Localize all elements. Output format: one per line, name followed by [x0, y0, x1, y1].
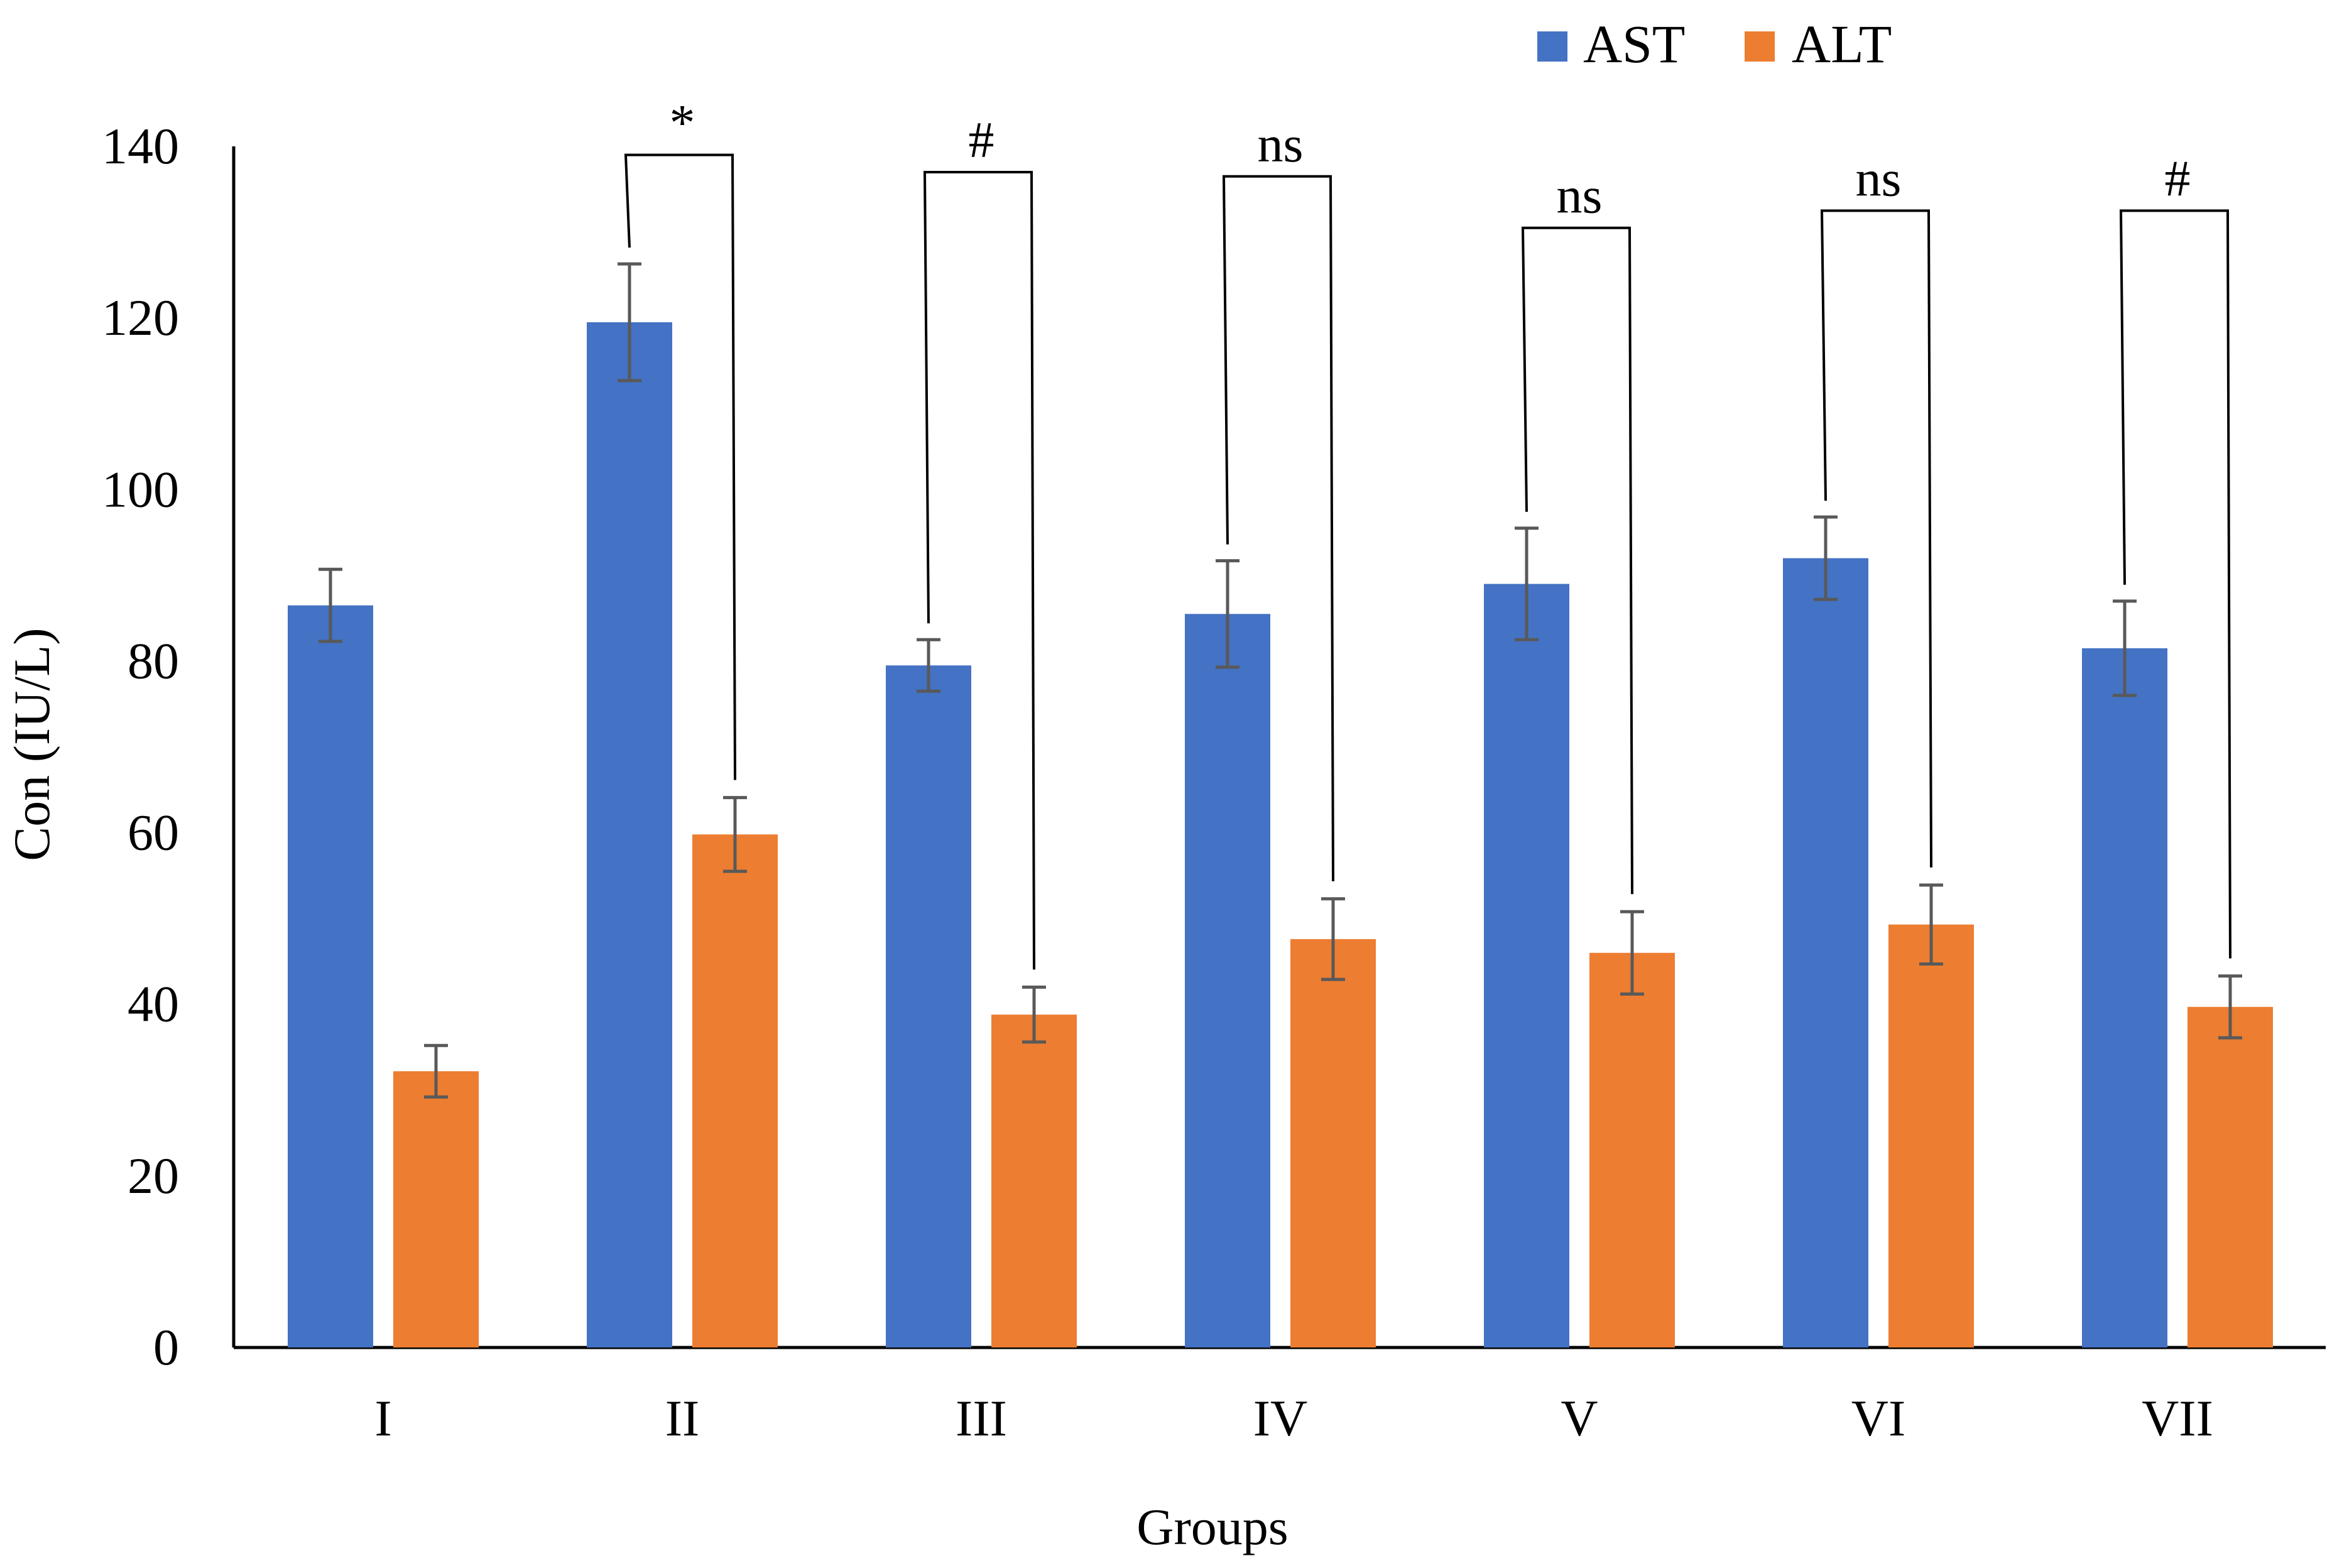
legend-swatch-ast: [1537, 31, 1567, 62]
y-tick-label: 20: [128, 1147, 179, 1204]
significance-bracket-iii: #: [923, 111, 1035, 970]
error-bar-ast-vii: [2113, 599, 2137, 697]
y-tick-label: 60: [128, 804, 179, 861]
bar-ast-i: [288, 605, 373, 1348]
significance-label: ns: [1557, 167, 1603, 224]
bar-alt-ii: [692, 834, 778, 1348]
significance-bracket-ii: *: [624, 94, 736, 780]
y-tick-label: 100: [102, 460, 179, 518]
error-bar-alt-i: [424, 1043, 448, 1099]
x-tick-label: IV: [1253, 1390, 1308, 1447]
significance-bracket-vi: ns: [1820, 150, 1932, 868]
bar-ast-ii: [587, 322, 672, 1348]
significance-label: #: [969, 111, 994, 168]
y-tick-label: 0: [153, 1319, 179, 1376]
x-tick-label: III: [956, 1390, 1007, 1447]
significance-label: *: [670, 94, 695, 151]
bar-alt-vii: [2188, 1006, 2273, 1348]
error-bar-ast-i: [319, 567, 342, 643]
significance-bracket-line: [624, 153, 736, 780]
error-bar-ast-vi: [1814, 515, 1838, 601]
significance-bracket-line: [923, 170, 1035, 970]
error-bar-ast-ii: [618, 262, 641, 383]
error-bars: [319, 262, 2242, 1099]
legend: AST ALT: [1537, 14, 1892, 74]
error-bar-alt-ii: [723, 796, 747, 873]
bar-ast-vi: [1783, 558, 1868, 1348]
y-tick-label: 40: [128, 976, 179, 1033]
legend-swatch-alt: [1745, 31, 1775, 62]
error-bar-alt-iv: [1321, 897, 1345, 981]
significance-bracket-v: ns: [1521, 167, 1633, 895]
bar-alt-v: [1589, 952, 1675, 1348]
legend-item-ast: AST: [1537, 14, 1685, 74]
bar-alt-iv: [1290, 939, 1376, 1348]
x-tick-label: I: [374, 1390, 391, 1447]
x-axis: I II III IV V VI VII: [234, 1346, 2326, 1447]
bar-alt-iii: [991, 1015, 1077, 1348]
x-tick-label: II: [665, 1390, 700, 1447]
x-axis-label: Groups: [1136, 1498, 1288, 1555]
significance-bracket-line: [1820, 209, 1932, 868]
error-bar-alt-v: [1620, 910, 1644, 996]
y-tick-label: 80: [128, 632, 179, 689]
bars: [288, 322, 2273, 1348]
significance-label: #: [2165, 150, 2191, 207]
significance-bracket-line: [2119, 209, 2231, 959]
bar-ast-vii: [2082, 648, 2167, 1348]
y-tick-label: 120: [102, 289, 179, 346]
significance-bracket-line: [1222, 175, 1334, 881]
y-axis: 0 20 40 60 80 100 120 140: [102, 117, 236, 1376]
significance-bracket-vii: #: [2119, 150, 2231, 959]
x-tick-label: VI: [1851, 1390, 1906, 1447]
error-bar-ast-v: [1515, 526, 1539, 641]
significance-bracket-line: [1521, 226, 1633, 895]
y-tick-label: 140: [102, 117, 179, 175]
significance-label: ns: [1258, 116, 1304, 173]
legend-label-alt: ALT: [1792, 14, 1892, 74]
significance-bracket-iv: ns: [1222, 116, 1334, 881]
x-tick-label: V: [1561, 1390, 1598, 1447]
error-bar-alt-iii: [1022, 985, 1046, 1044]
bar-alt-vi: [1888, 924, 1974, 1348]
significance-label: ns: [1856, 150, 1902, 207]
y-axis-label: Con (IU/L): [3, 628, 60, 861]
bar-alt-i: [393, 1071, 479, 1348]
x-tick-label: VII: [2142, 1390, 2213, 1447]
error-bar-alt-vi: [1919, 883, 1943, 966]
error-bar-alt-vii: [2218, 974, 2242, 1040]
bar-ast-iii: [886, 665, 971, 1348]
error-bar-ast-iii: [917, 638, 940, 693]
bar-ast-v: [1484, 584, 1569, 1348]
bar-ast-iv: [1185, 614, 1270, 1348]
legend-label-ast: AST: [1583, 14, 1685, 74]
error-bar-ast-iv: [1216, 559, 1240, 669]
legend-item-alt: ALT: [1745, 14, 1892, 74]
significance-brackets: * # ns ns ns #: [624, 94, 2231, 970]
